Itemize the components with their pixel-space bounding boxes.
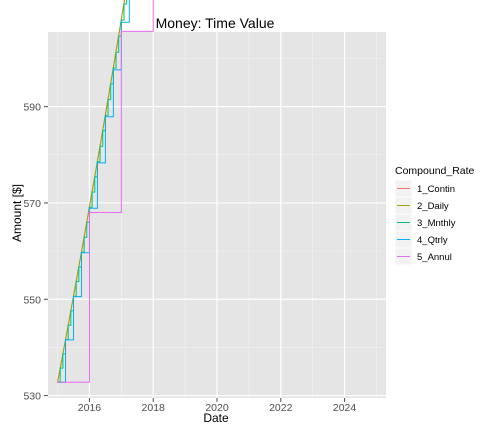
- y-tick-label: 590: [23, 102, 41, 114]
- series-line-5_Annul: [57, 0, 154, 383]
- legend-label-4_Qtrly: 4_Qtrly: [417, 235, 448, 246]
- legend: Compound_Rate 1_Contin 2_Daily 3_Mnthly 4_Q…: [394, 165, 475, 266]
- x-tick-label: 2016: [78, 402, 102, 414]
- x-axis: 2016 2018 2020 2022 2024: [78, 398, 357, 414]
- series-line-2_Daily: [57, 0, 126, 383]
- series-line-3_Mnthly: [57, 0, 128, 383]
- y-tick-label: 570: [23, 198, 41, 210]
- series-line-4_Qtrly: [57, 0, 130, 383]
- x-tick-label: 2020: [205, 402, 229, 414]
- legend-label-5_Annul: 5_Annul: [417, 252, 452, 263]
- x-tick-label: 2018: [142, 402, 166, 414]
- legend-label-2_Daily: 2_Daily: [417, 201, 449, 212]
- y-tick-label: 550: [23, 294, 41, 306]
- x-tick-label: 2024: [333, 402, 357, 414]
- chart-title: Money: Time Value: [156, 15, 275, 31]
- legend-label-1_Contin: 1_Contin: [417, 184, 455, 195]
- legend-title: Compound_Rate: [395, 165, 475, 177]
- series-lines: [57, 0, 154, 383]
- x-tick-label: 2022: [269, 402, 293, 414]
- y-axis: 530 550 570 590: [23, 102, 48, 403]
- x-axis-title: Date: [203, 411, 229, 425]
- legend-items: 1_Contin 2_Daily 3_Mnthly 4_Qtrly 5_Annul: [394, 179, 456, 266]
- legend-label-3_Mnthly: 3_Mnthly: [417, 218, 456, 229]
- y-axis-title: Amount [$]: [10, 184, 24, 242]
- y-tick-label: 530: [23, 391, 41, 403]
